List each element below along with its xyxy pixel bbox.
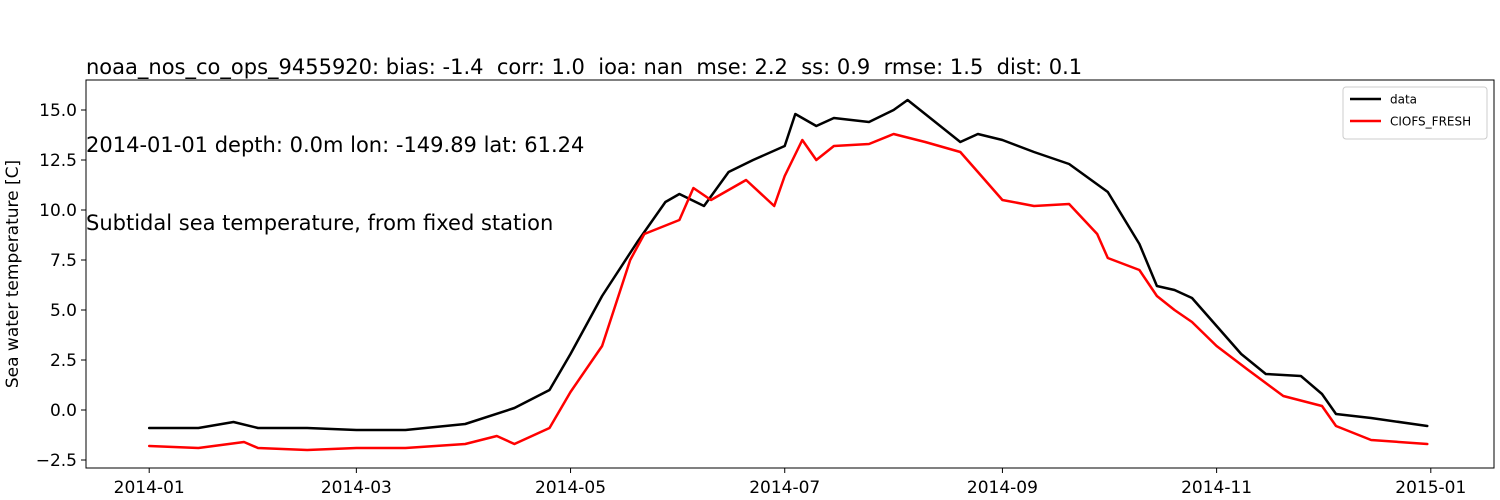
x-tick-label: 2014-03 <box>321 478 392 498</box>
chart-title-block: noaa_nos_co_ops_9455920: bias: -1.4 corr… <box>86 2 1082 262</box>
chart-title-line-2: 2014-01-01 depth: 0.0m lon: -149.89 lat:… <box>86 133 585 157</box>
series-line-data <box>147 98 1429 432</box>
y-tick-label: 0.0 <box>50 401 77 421</box>
y-axis: −2.5 0.0 2.5 5.0 7.5 10.0 12.5 15.0 <box>36 101 86 471</box>
y-tick-label: 15.0 <box>39 101 77 121</box>
chart-title-line-1: noaa_nos_co_ops_9455920: bias: -1.4 corr… <box>86 55 1083 79</box>
x-tick-label: 2014-01 <box>114 478 185 498</box>
y-tick-label: 7.5 <box>50 251 77 271</box>
legend: data CIOFS_FRESH <box>1342 86 1488 140</box>
y-tick-label: 2.5 <box>50 351 77 371</box>
x-axis: 2014-01 2014-03 2014-05 2014-07 2014-09 2014-… <box>114 468 1466 498</box>
x-tick-label: 2014-09 <box>967 478 1038 498</box>
y-tick-label: 10.0 <box>39 201 77 221</box>
x-tick-label: 2015-01 <box>1395 478 1466 498</box>
series-line-ciofs-fresh <box>147 132 1429 452</box>
y-axis-label: Sea water temperature [C] <box>3 160 23 388</box>
y-tick-label: 12.5 <box>39 151 77 171</box>
x-tick-label: 2014-07 <box>749 478 820 498</box>
legend-label-ciofs-fresh: CIOFS_FRESH <box>1390 115 1471 129</box>
y-tick-label: 5.0 <box>50 301 77 321</box>
legend-label-data: data <box>1390 93 1417 107</box>
chart-title-line-3: Subtidal sea temperature, from fixed sta… <box>86 211 554 235</box>
x-tick-label: 2014-05 <box>535 478 606 498</box>
y-tick-label: −2.5 <box>36 451 77 471</box>
x-tick-label: 2014-11 <box>1181 478 1252 498</box>
series-layer <box>147 98 1429 452</box>
plot-frame <box>85 79 1495 469</box>
